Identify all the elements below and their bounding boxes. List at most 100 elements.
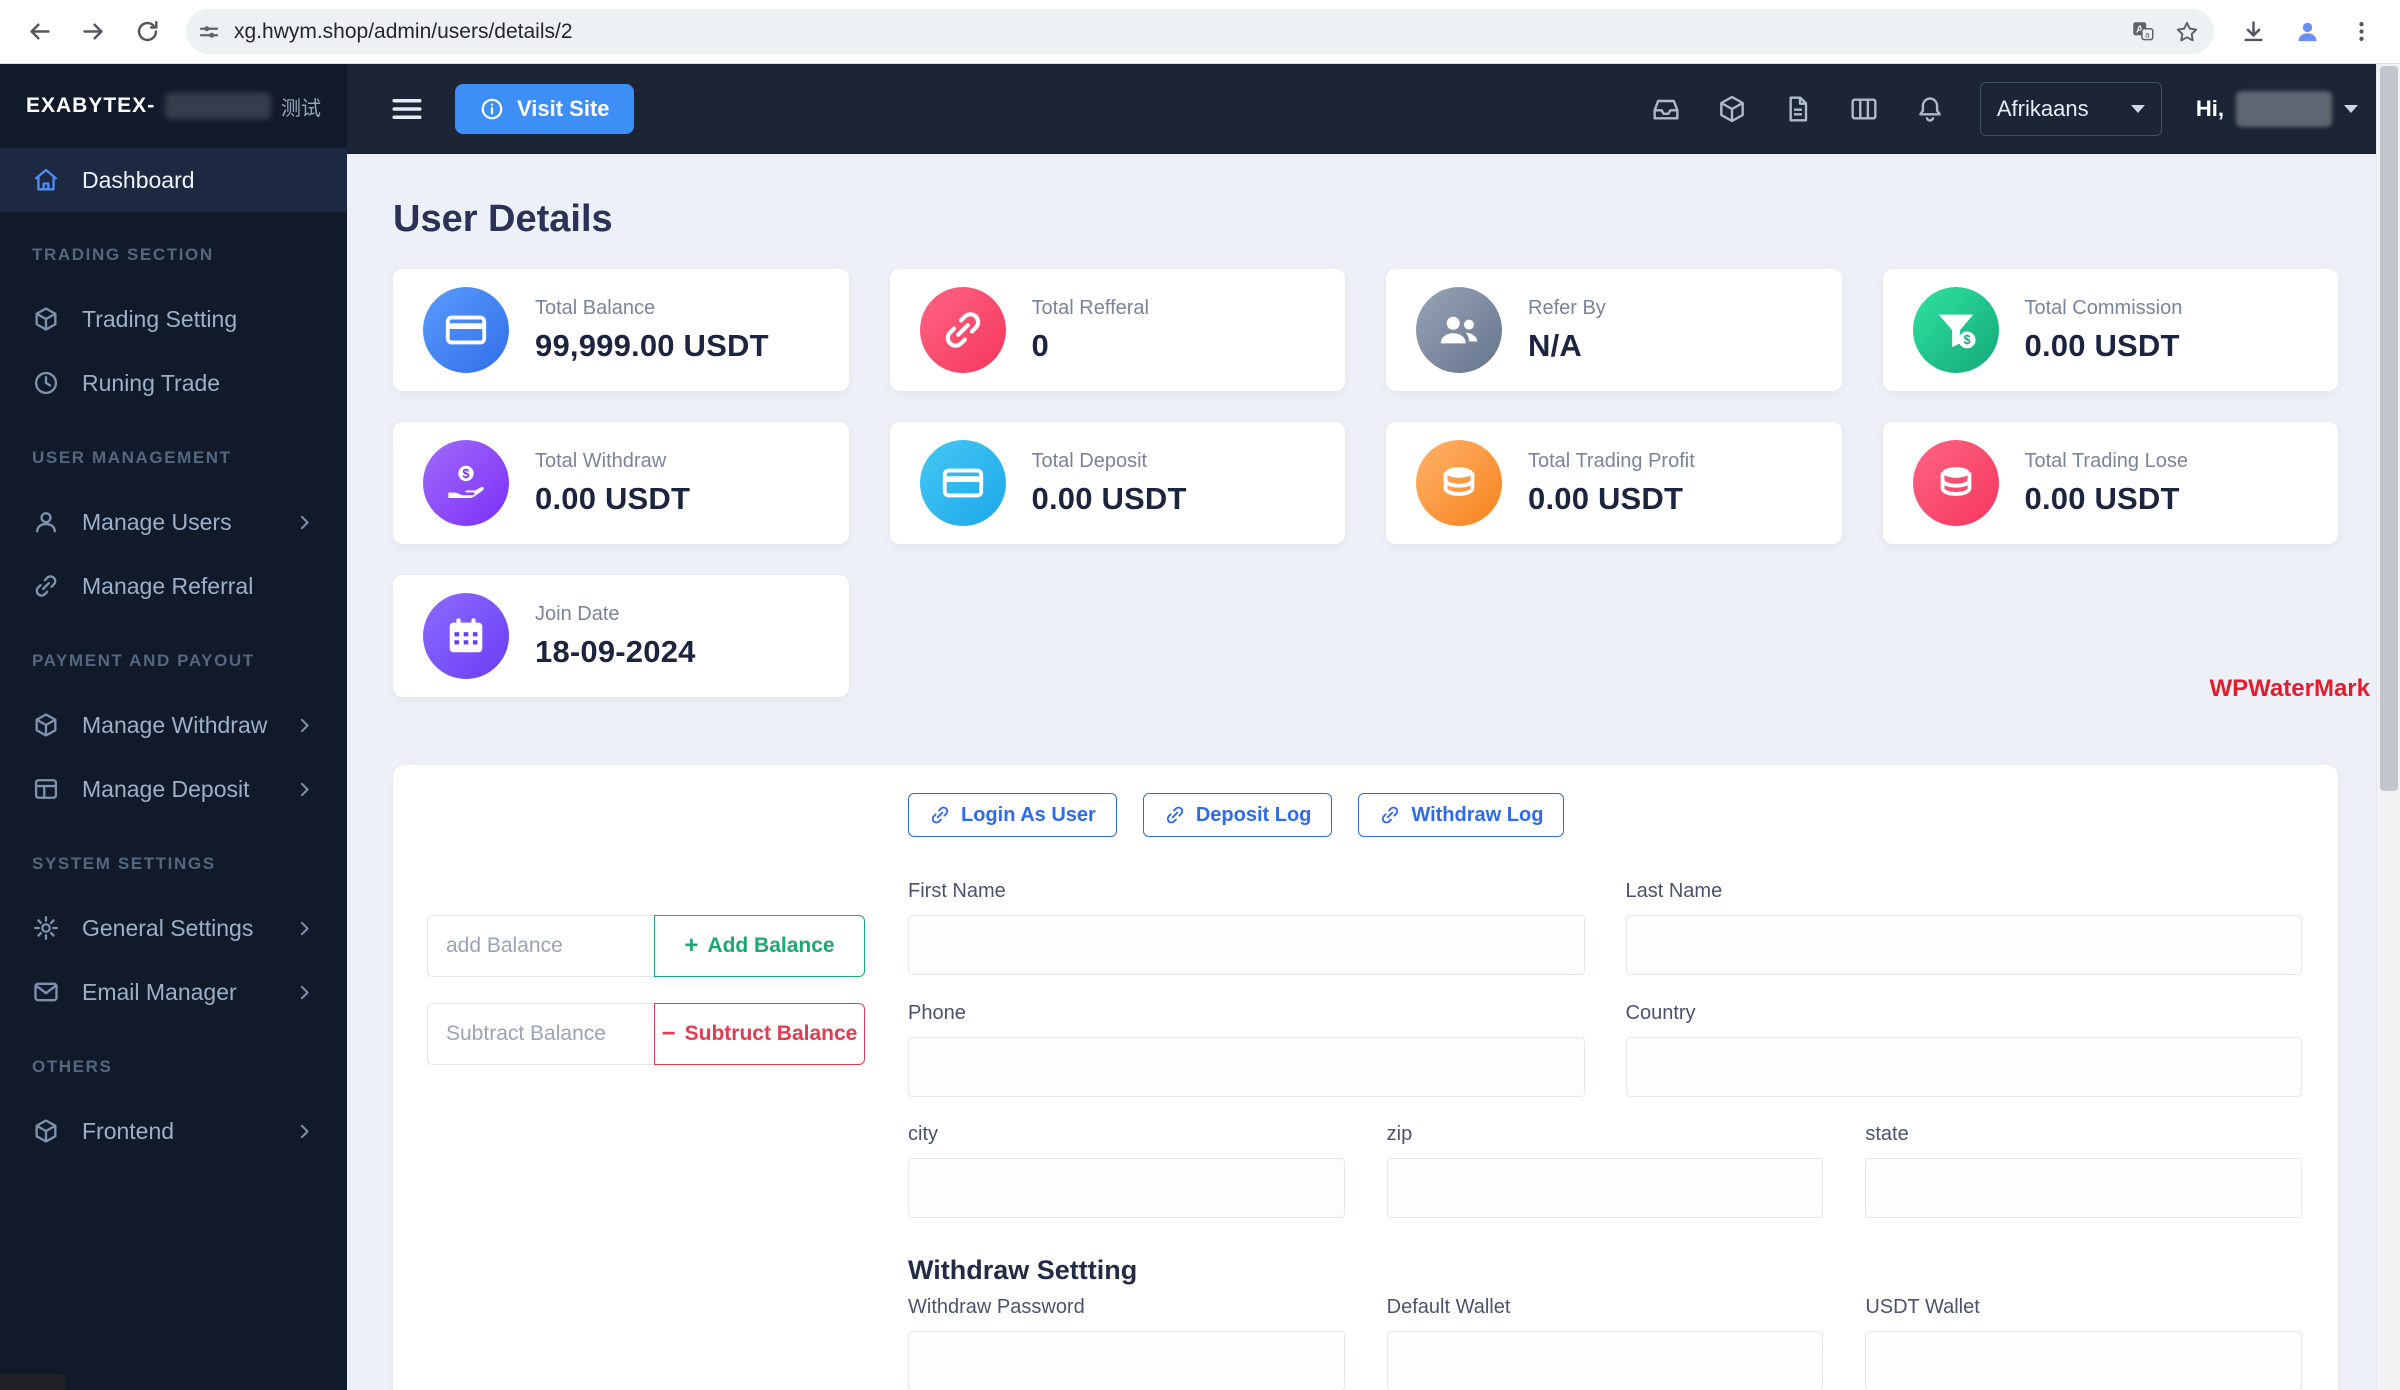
stat-card-trading-profit: Total Trading Profit 0.00 USDT <box>1386 422 1842 544</box>
language-select[interactable]: Afrikaans <box>1979 82 2162 136</box>
sidebar-item-email-manager[interactable]: Email Manager <box>0 960 347 1024</box>
country-input[interactable] <box>1625 1037 2302 1097</box>
columns-icon[interactable] <box>1848 93 1880 125</box>
stat-value: 0.00 USDT <box>1528 480 1684 516</box>
chevron-right-icon <box>294 715 315 736</box>
scrollbar-thumb[interactable] <box>2380 66 2398 791</box>
stat-card-refer-by: Refer By N/A <box>1386 269 1842 391</box>
zip-label: zip <box>1386 1123 1413 1145</box>
last-name-input[interactable] <box>1625 915 2302 975</box>
document-icon[interactable] <box>1782 93 1814 125</box>
minus-icon: − <box>661 1020 676 1047</box>
stat-label: Total Withdraw <box>535 449 667 472</box>
brand-logo: EXABYTEX- <box>26 94 156 117</box>
sidebar-item-frontend[interactable]: Frontend <box>0 1099 347 1163</box>
inbox-icon[interactable] <box>1650 93 1682 125</box>
add-balance-row: + Add Balance <box>427 915 865 977</box>
chevron-right-icon <box>294 918 315 939</box>
bell-icon[interactable] <box>1914 93 1946 125</box>
visit-site-button[interactable]: Visit Site <box>455 84 634 134</box>
svg-text:$: $ <box>1963 333 1970 347</box>
bookmark-star-icon[interactable] <box>2174 19 2200 45</box>
sidebar-item-manage-referral[interactable]: Manage Referral <box>0 554 347 618</box>
downloads-button[interactable] <box>2230 9 2276 55</box>
subtract-balance-input[interactable] <box>427 1003 654 1065</box>
table-icon <box>32 775 60 803</box>
page-content: User Details Total Balance 99,999.00 USD… <box>347 154 2400 1390</box>
sidebar-item-label: Dashboard <box>82 166 195 193</box>
phone-input[interactable] <box>908 1037 1585 1097</box>
zip-input[interactable] <box>1386 1158 1824 1218</box>
plus-icon: + <box>684 932 699 959</box>
name-row: First Name Last Name Phone Country <box>908 880 2302 1097</box>
link-icon <box>32 572 60 600</box>
withdraw-setting-heading: Withdraw Settting <box>908 1255 1138 1285</box>
person-icon <box>2298 22 2316 42</box>
deposit-log-button[interactable]: Deposit Log <box>1142 793 1333 837</box>
withdraw-log-button[interactable]: Withdraw Log <box>1358 793 1565 837</box>
stat-label: Total Deposit <box>1031 449 1148 472</box>
main-area: Visit Site Afrikaans <box>347 64 2400 1390</box>
sidebar: EXABYTEX- 测试 Dashboard TRADING SECTION T… <box>0 64 347 1390</box>
greeting-label: Hi, <box>2195 96 2224 121</box>
sidebar-item-label: Manage Deposit <box>82 775 250 802</box>
withdraw-password-input[interactable] <box>908 1331 1345 1390</box>
login-as-user-button[interactable]: Login As User <box>908 793 1117 837</box>
back-button[interactable] <box>16 9 62 55</box>
user-form: Login As User Deposit Log Withdraw Log <box>908 793 2302 1390</box>
coins-icon <box>1912 440 1999 526</box>
cube-icon <box>32 305 60 333</box>
city-input[interactable] <box>908 1158 1345 1218</box>
sidebar-toggle-button[interactable] <box>389 91 425 127</box>
user-menu[interactable]: Hi, <box>2196 91 2358 127</box>
sidebar-item-manage-users[interactable]: Manage Users <box>0 490 347 554</box>
arrow-right-icon <box>82 23 103 40</box>
credit-card-icon <box>423 287 509 373</box>
sidebar-item-label: Manage Referral <box>82 572 254 599</box>
first-name-input[interactable] <box>908 915 1585 975</box>
reload-button[interactable] <box>124 9 170 55</box>
stat-card-total-refferal: Total Refferal 0 <box>889 269 1345 391</box>
package-icon[interactable] <box>1716 93 1748 125</box>
state-label: state <box>1865 1123 1909 1145</box>
svg-text:A: A <box>2136 24 2144 35</box>
usdt-wallet-input[interactable] <box>1865 1331 2302 1390</box>
profile-avatar[interactable] <box>2284 9 2330 55</box>
stat-label: Total Commission <box>2024 296 2183 319</box>
add-balance-button[interactable]: + Add Balance <box>654 915 865 977</box>
reload-icon <box>137 21 158 42</box>
section-label-system: SYSTEM SETTINGS <box>32 854 216 873</box>
section-label-payment: PAYMENT AND PAYOUT <box>32 651 255 670</box>
download-icon <box>2243 21 2263 42</box>
sidebar-item-dashboard[interactable]: Dashboard <box>0 148 347 212</box>
browser-menu-button[interactable] <box>2338 9 2384 55</box>
stat-value: 0.00 USDT <box>2024 327 2180 363</box>
arrow-left-icon <box>29 23 50 40</box>
subtract-balance-button[interactable]: − Subtruct Balance <box>654 1003 865 1065</box>
cube-icon <box>32 1117 60 1145</box>
sidebar-logo-row: EXABYTEX- 测试 <box>0 64 347 148</box>
sidebar-item-manage-deposit[interactable]: Manage Deposit <box>0 757 347 821</box>
stat-label: Total Refferal <box>1031 296 1149 319</box>
state-input[interactable] <box>1865 1158 2302 1218</box>
sidebar-item-manage-withdraw[interactable]: Manage Withdraw <box>0 693 347 757</box>
page-scrollbar[interactable] <box>2376 64 2400 1390</box>
link-icon <box>931 806 949 824</box>
default-wallet-input[interactable] <box>1386 1331 1824 1390</box>
stat-label: Total Balance <box>535 296 656 319</box>
add-balance-label: Add Balance <box>707 934 835 957</box>
add-balance-input[interactable] <box>427 915 654 977</box>
sidebar-item-label: Manage Withdraw <box>82 711 268 738</box>
sidebar-item-general-settings[interactable]: General Settings <box>0 896 347 960</box>
sidebar-item-runing-trade[interactable]: Runing Trade <box>0 351 347 415</box>
section-label-user-management: USER MANAGEMENT <box>32 448 232 467</box>
url-text: xg.hwym.shop/admin/users/details/2 <box>234 19 573 43</box>
forward-button[interactable] <box>70 9 116 55</box>
site-info-icon[interactable] <box>196 19 222 45</box>
sidebar-item-trading-setting[interactable]: Trading Setting <box>0 287 347 351</box>
envelope-icon <box>32 978 60 1006</box>
stat-value: N/A <box>1528 327 1582 363</box>
